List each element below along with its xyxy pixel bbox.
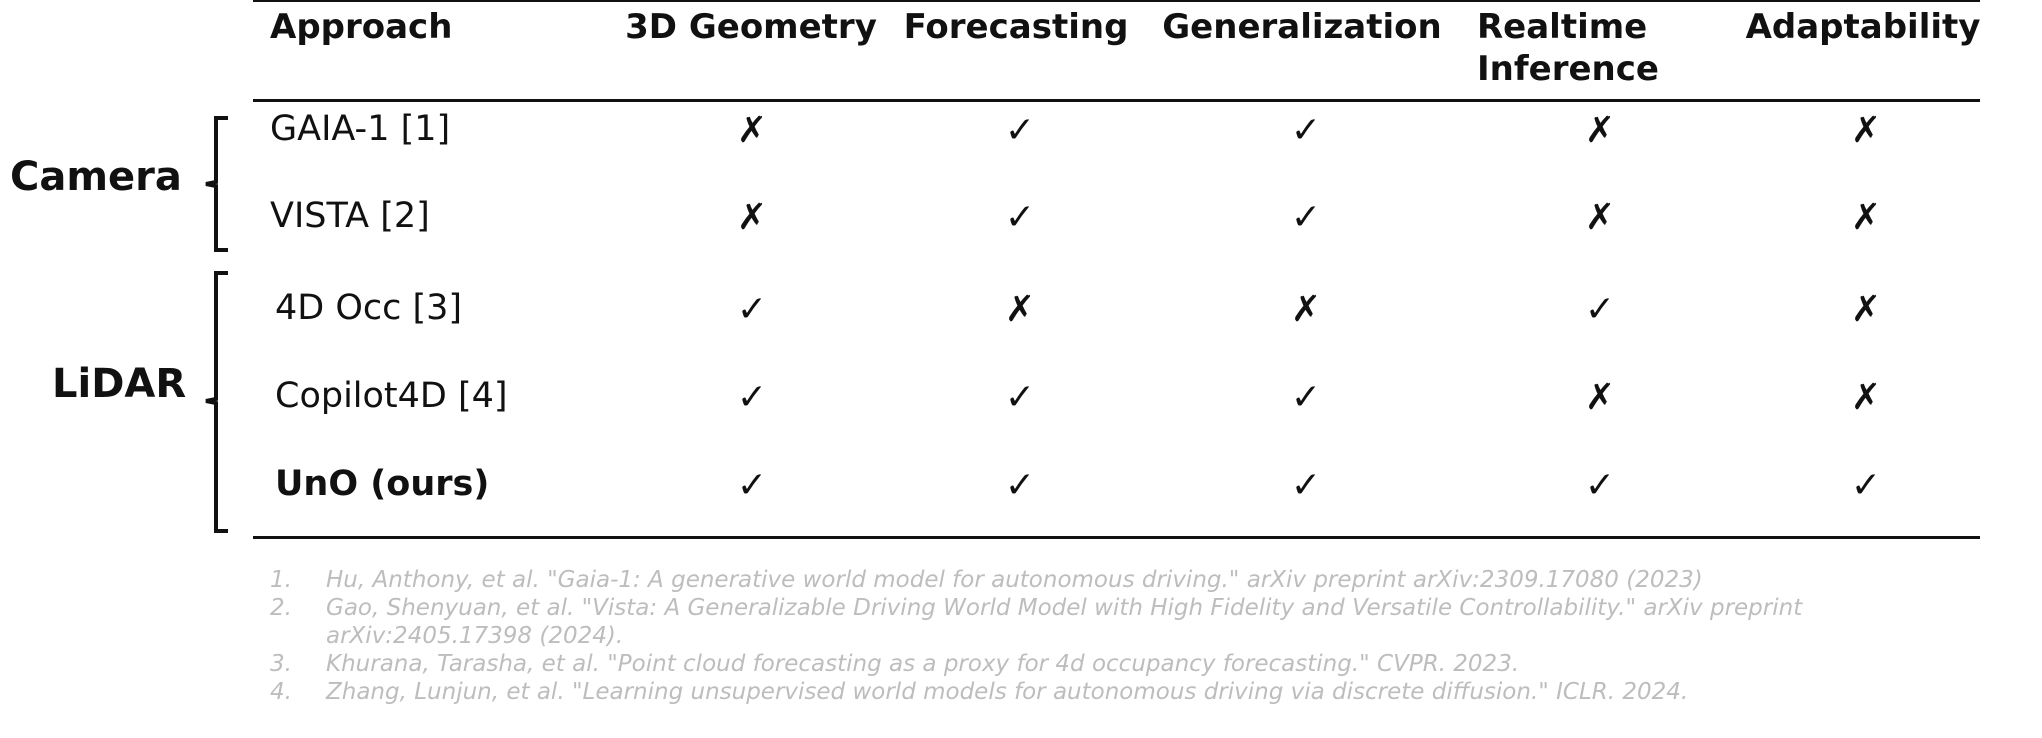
cell-copilot4d-generalization: ✓ (1290, 377, 1322, 418)
cell-uno-adaptability: ✓ (1850, 465, 1882, 506)
cell-vista-realtime: ✗ (1584, 197, 1616, 238)
cell-copilot4d-realtime: ✗ (1584, 377, 1616, 418)
cell-4d-occ-realtime: ✓ (1584, 289, 1616, 330)
cell-gaia-1-generalization: ✓ (1290, 110, 1322, 151)
table-top-rule (253, 0, 1980, 2)
header-realtime-line2: Inference (1477, 49, 1659, 89)
reference-text: Zhang, Lunjun, et al. "Learning unsuperv… (326, 679, 1689, 705)
reference-number: 3. (270, 651, 292, 677)
reference-item: 1. Hu, Anthony, et al. "Gaia-1: A genera… (270, 566, 1830, 594)
cell-gaia-1-realtime: ✗ (1584, 110, 1616, 151)
header-approach: Approach (270, 7, 453, 47)
row-name-copilot4d: Copilot4D [4] (275, 376, 508, 416)
cell-4d-occ-generalization: ✗ (1290, 289, 1322, 330)
header-generalization: Generalization (1162, 7, 1442, 47)
row-name-gaia-1: GAIA-1 [1] (270, 109, 451, 149)
cell-uno-realtime: ✓ (1584, 465, 1616, 506)
cell-uno-forecasting: ✓ (1004, 465, 1036, 506)
reference-text: Gao, Shenyuan, et al. "Vista: A Generali… (326, 595, 1803, 649)
reference-text: Hu, Anthony, et al. "Gaia-1: A generativ… (326, 567, 1703, 593)
group-label-camera: Camera (10, 154, 182, 200)
row-name-uno-ours: UnO (ours) (275, 464, 490, 504)
cell-vista-geometry: ✗ (736, 197, 768, 238)
cell-uno-geometry: ✓ (736, 465, 768, 506)
reference-number: 1. (270, 567, 292, 593)
group-label-lidar: LiDAR (52, 361, 187, 407)
cell-4d-occ-forecasting: ✗ (1004, 289, 1036, 330)
header-realtime-inference: Realtime Inference (1477, 6, 1659, 90)
header-3d-geometry: 3D Geometry (625, 7, 877, 47)
header-realtime-line1: Realtime (1477, 7, 1648, 47)
row-name-vista: VISTA [2] (270, 196, 430, 236)
cell-copilot4d-forecasting: ✓ (1004, 377, 1036, 418)
cell-4d-occ-geometry: ✓ (736, 289, 768, 330)
cell-vista-generalization: ✓ (1290, 197, 1322, 238)
header-adaptability: Adaptability (1745, 7, 1981, 47)
table-header-rule (253, 99, 1980, 102)
reference-number: 2. (270, 595, 292, 621)
row-name-4d-occ: 4D Occ [3] (275, 288, 463, 328)
cell-vista-adaptability: ✗ (1850, 197, 1882, 238)
cell-gaia-1-geometry: ✗ (736, 110, 768, 151)
cell-uno-generalization: ✓ (1290, 465, 1322, 506)
cell-copilot4d-adaptability: ✗ (1850, 377, 1882, 418)
reference-number: 4. (270, 679, 292, 705)
header-forecasting: Forecasting (903, 7, 1129, 47)
cell-gaia-1-forecasting: ✓ (1004, 110, 1036, 151)
lidar-brace (200, 271, 230, 533)
cell-vista-forecasting: ✓ (1004, 197, 1036, 238)
reference-item: 3. Khurana, Tarasha, et al. "Point cloud… (270, 650, 1830, 678)
table-bottom-rule (253, 536, 1980, 539)
cell-4d-occ-adaptability: ✗ (1850, 289, 1882, 330)
references-list: 1. Hu, Anthony, et al. "Gaia-1: A genera… (270, 566, 1830, 706)
cell-copilot4d-geometry: ✓ (736, 377, 768, 418)
reference-item: 4. Zhang, Lunjun, et al. "Learning unsup… (270, 678, 1830, 706)
reference-item: 2. Gao, Shenyuan, et al. "Vista: A Gener… (270, 594, 1830, 650)
camera-brace (200, 116, 230, 252)
cell-gaia-1-adaptability: ✗ (1850, 110, 1882, 151)
reference-text: Khurana, Tarasha, et al. "Point cloud fo… (326, 651, 1520, 677)
